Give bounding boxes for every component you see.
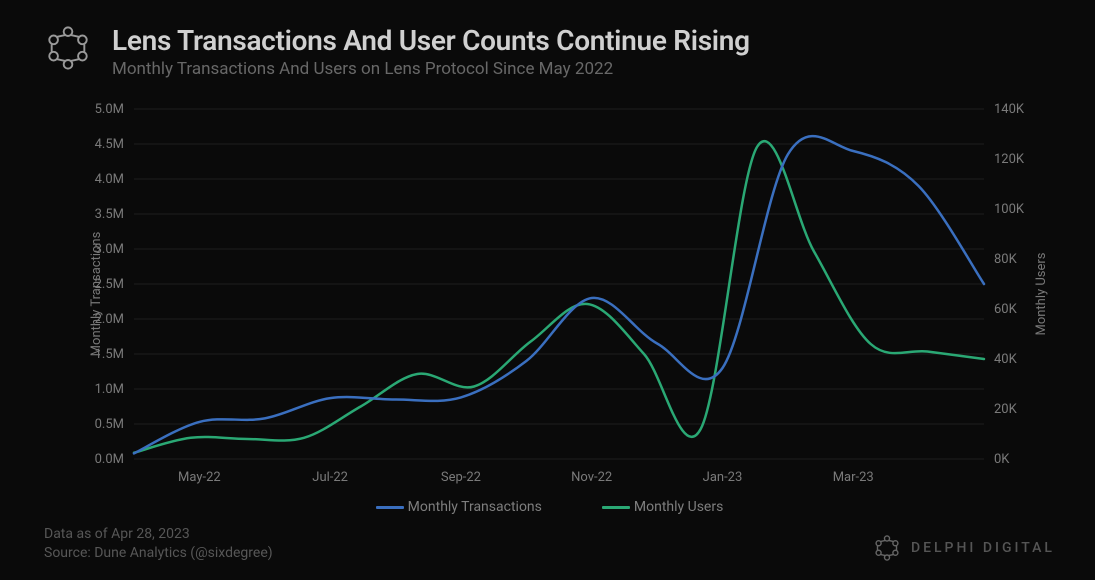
- svg-text:Mar-23: Mar-23: [833, 470, 874, 485]
- svg-text:140K: 140K: [994, 102, 1025, 117]
- legend-label: Monthly Users: [634, 499, 723, 515]
- legend-item-users: Monthly Users: [602, 499, 723, 515]
- svg-text:Jan-23: Jan-23: [703, 470, 743, 485]
- chart-subtitle: Monthly Transactions And Users on Lens P…: [112, 59, 1055, 79]
- footer: Data as of Apr 28, 2023 Source: Dune Ana…: [44, 525, 273, 564]
- delphi-logo-icon: [44, 24, 92, 72]
- svg-text:1.0M: 1.0M: [95, 382, 124, 397]
- data-source: Source: Dune Analytics (@sixdegree): [44, 544, 273, 564]
- legend-label: Monthly Transactions: [408, 499, 542, 515]
- line-chart: 0.0M0.5M1.0M1.5M2.0M2.5M3.0M3.5M4.0M4.5M…: [44, 99, 1044, 489]
- delphi-logo-icon: [873, 534, 901, 562]
- svg-text:100K: 100K: [994, 202, 1025, 217]
- legend-item-transactions: Monthly Transactions: [376, 499, 542, 515]
- svg-text:0K: 0K: [994, 452, 1010, 467]
- svg-text:May-22: May-22: [178, 470, 221, 485]
- header: Lens Transactions And User Counts Contin…: [44, 24, 1055, 79]
- svg-text:Jul-22: Jul-22: [312, 470, 348, 485]
- svg-text:0.5M: 0.5M: [95, 417, 124, 432]
- svg-text:4.5M: 4.5M: [95, 137, 124, 152]
- watermark: DELPHI DIGITAL: [873, 534, 1055, 562]
- legend: Monthly Transactions Monthly Users: [44, 499, 1055, 515]
- svg-text:Nov-22: Nov-22: [571, 470, 612, 485]
- svg-text:3.5M: 3.5M: [95, 207, 124, 222]
- y-axis-left-label: Monthly Transactions: [89, 232, 104, 357]
- legend-swatch-icon: [376, 506, 404, 509]
- svg-text:60K: 60K: [994, 302, 1018, 317]
- chart-area: Monthly Transactions Monthly Users 0.0M 0…: [44, 99, 1055, 489]
- svg-text:0.0M: 0.0M: [95, 452, 124, 467]
- y-axis-right-label: Monthly Users: [1034, 252, 1049, 335]
- svg-text:80K: 80K: [994, 252, 1018, 267]
- svg-text:4.0M: 4.0M: [95, 172, 124, 187]
- chart-title: Lens Transactions And User Counts Contin…: [112, 24, 1055, 57]
- chart-card: Lens Transactions And User Counts Contin…: [0, 0, 1095, 580]
- svg-text:40K: 40K: [994, 352, 1018, 367]
- watermark-text: DELPHI DIGITAL: [911, 540, 1055, 556]
- svg-text:120K: 120K: [994, 152, 1025, 167]
- svg-text:20K: 20K: [994, 402, 1018, 417]
- data-asof: Data as of Apr 28, 2023: [44, 525, 273, 545]
- legend-swatch-icon: [602, 506, 630, 509]
- svg-text:Sep-22: Sep-22: [441, 470, 481, 485]
- svg-text:5.0M: 5.0M: [95, 102, 124, 117]
